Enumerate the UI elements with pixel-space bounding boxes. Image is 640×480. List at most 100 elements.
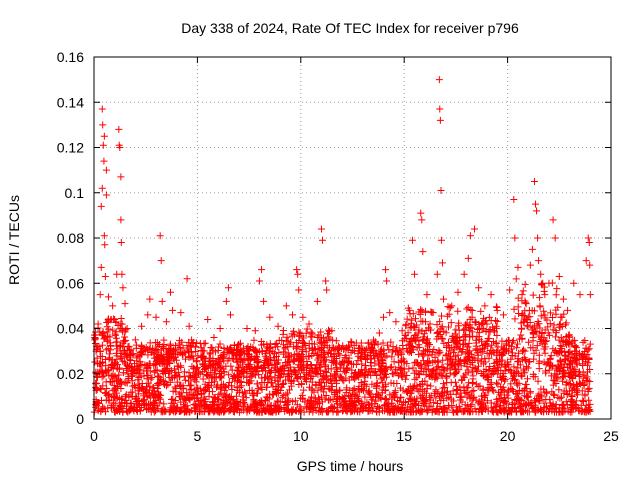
data-point xyxy=(105,371,113,379)
data-point xyxy=(115,125,123,133)
data-point xyxy=(428,348,436,356)
data-point xyxy=(528,326,536,334)
data-point xyxy=(107,404,115,412)
data-point xyxy=(94,344,102,352)
data-point xyxy=(435,76,443,84)
data-point xyxy=(381,387,389,395)
data-point xyxy=(574,387,582,395)
data-point xyxy=(493,408,501,416)
data-point xyxy=(170,365,178,373)
data-point xyxy=(265,367,273,375)
data-point xyxy=(141,396,149,404)
data-point xyxy=(416,310,424,318)
data-point xyxy=(547,352,555,360)
data-point xyxy=(101,241,109,249)
data-point xyxy=(438,405,446,413)
data-point xyxy=(185,395,193,403)
data-point xyxy=(383,277,391,285)
data-point xyxy=(175,362,183,370)
data-point xyxy=(379,407,387,415)
data-point xyxy=(266,340,274,348)
data-point xyxy=(294,270,302,278)
data-point xyxy=(157,377,165,385)
data-point xyxy=(409,383,417,391)
data-point xyxy=(322,391,330,399)
data-point xyxy=(526,261,534,269)
data-point xyxy=(520,408,528,416)
data-point xyxy=(231,352,239,360)
data-point xyxy=(328,404,336,412)
data-point xyxy=(518,291,526,299)
data-point xyxy=(508,342,516,350)
data-point xyxy=(264,372,272,380)
data-point xyxy=(371,359,379,367)
data-point xyxy=(584,234,592,242)
data-point xyxy=(249,392,257,400)
data-point xyxy=(394,351,402,359)
data-point xyxy=(101,334,109,342)
data-point xyxy=(391,369,399,377)
data-point xyxy=(570,366,578,374)
data-point xyxy=(128,364,136,372)
data-point xyxy=(166,408,174,416)
data-point xyxy=(251,327,259,335)
data-point xyxy=(282,401,290,409)
data-point xyxy=(372,390,380,398)
data-point xyxy=(293,401,301,409)
data-point xyxy=(424,339,432,347)
data-point xyxy=(477,358,485,366)
data-point xyxy=(94,360,102,368)
data-point xyxy=(318,404,326,412)
data-point xyxy=(445,402,453,410)
data-point xyxy=(176,393,184,401)
data-point xyxy=(264,361,272,369)
data-point xyxy=(498,386,506,394)
data-point xyxy=(100,232,108,240)
data-point xyxy=(528,405,536,413)
data-point xyxy=(494,388,502,396)
data-point xyxy=(521,369,529,377)
data-point xyxy=(448,302,456,310)
data-point xyxy=(426,326,434,334)
data-point xyxy=(328,336,336,344)
data-point xyxy=(286,363,294,371)
data-point xyxy=(459,345,467,353)
data-point xyxy=(280,379,288,387)
data-point xyxy=(519,287,527,295)
data-point xyxy=(449,397,457,405)
data-point xyxy=(550,391,558,399)
data-point xyxy=(185,372,193,380)
data-point xyxy=(446,353,454,361)
data-point xyxy=(448,335,456,343)
data-point xyxy=(131,381,139,389)
data-point xyxy=(442,352,450,360)
data-point xyxy=(427,382,435,390)
data-point xyxy=(317,407,325,415)
data-point xyxy=(483,397,491,405)
data-point xyxy=(365,403,373,411)
data-point xyxy=(569,405,577,413)
data-point xyxy=(99,382,107,390)
data-point xyxy=(171,396,179,404)
data-point xyxy=(319,374,327,382)
data-point xyxy=(302,329,310,337)
data-point xyxy=(377,375,385,383)
data-point xyxy=(169,306,177,314)
data-point xyxy=(325,333,333,341)
data-point xyxy=(405,394,413,402)
data-point xyxy=(152,313,160,321)
data-point xyxy=(315,408,323,416)
data-point xyxy=(185,338,193,346)
data-point xyxy=(500,345,508,353)
data-point xyxy=(244,354,252,362)
data-point xyxy=(580,374,588,382)
data-point xyxy=(529,291,537,299)
data-point xyxy=(535,257,543,265)
data-point xyxy=(332,373,340,381)
data-point xyxy=(531,322,539,330)
data-point xyxy=(424,362,432,370)
data-point xyxy=(293,266,301,274)
data-point xyxy=(105,325,113,333)
data-point xyxy=(233,405,241,413)
data-point xyxy=(135,373,143,381)
